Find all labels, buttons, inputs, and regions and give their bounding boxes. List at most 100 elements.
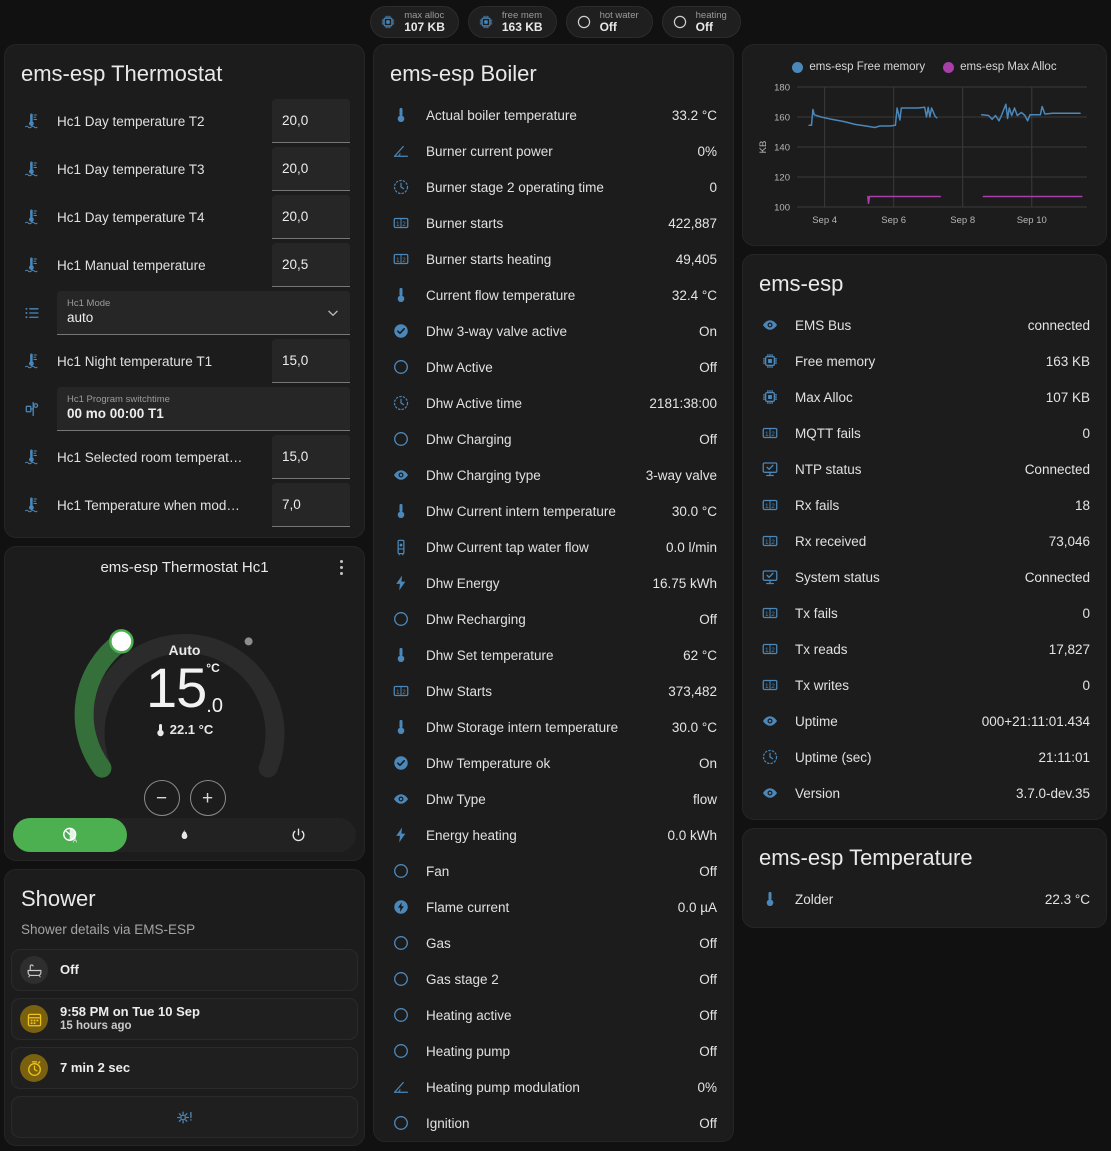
entity-row[interactable]: Dhw Active Off — [374, 349, 733, 385]
entity-row[interactable]: Version 3.7.0-dev.35 — [743, 775, 1106, 811]
entity-value[interactable]: flow — [692, 791, 717, 807]
entity-value[interactable]: 32.4 °C — [671, 287, 717, 303]
chevron-down-icon[interactable] — [326, 306, 340, 320]
chart-plot[interactable]: 100 120 140 160 180 Sep 4 Sep 6 Sep 8 Sep 10 KB — [753, 77, 1096, 239]
entity-value[interactable]: 0% — [697, 1079, 717, 1095]
entity-row[interactable]: Dhw Active time 2181:38:00 — [374, 385, 733, 421]
mode-select[interactable]: Hc1 Mode auto — [57, 291, 350, 335]
entity-row[interactable]: Burner stage 2 operating time 0 — [374, 169, 733, 205]
badge-hot-water[interactable]: hot water Off — [565, 6, 653, 38]
entity-value[interactable]: 30.0 °C — [671, 503, 717, 519]
entity-value[interactable]: 0 — [1082, 605, 1090, 621]
entity-row[interactable]: 1 2 Rx fails 18 — [743, 487, 1106, 523]
entity-row[interactable]: Dhw Energy 16.75 kWh — [374, 565, 733, 601]
badge-free-mem[interactable]: free mem 163 KB — [467, 6, 557, 38]
entity-row[interactable]: Dhw Charging Off — [374, 421, 733, 457]
entity-value[interactable]: 73,046 — [1048, 533, 1090, 549]
temperature-increase-button[interactable]: + — [189, 780, 226, 816]
entity-value[interactable]: 0 — [1082, 425, 1090, 441]
entity-row[interactable]: 1 2 Burner starts 422,887 — [374, 205, 733, 241]
number-input[interactable]: 20,5 — [272, 243, 350, 287]
entity-value[interactable]: 0 — [1082, 677, 1090, 693]
entity-value[interactable]: 3.7.0-dev.35 — [1015, 785, 1090, 801]
entity-value[interactable]: 107 KB — [1045, 389, 1090, 405]
entity-value[interactable]: On — [698, 323, 717, 339]
entity-value[interactable]: 21:11:01 — [1038, 749, 1090, 765]
entity-row[interactable]: 1 2 Burner starts heating 49,405 — [374, 241, 733, 277]
entity-value[interactable]: Off — [699, 863, 717, 879]
entity-value[interactable]: Off — [699, 1115, 717, 1131]
entity-row[interactable]: 1 2 Tx fails 0 — [743, 595, 1106, 631]
entity-row[interactable]: Heating active Off — [374, 997, 733, 1033]
entity-value[interactable]: Off — [699, 1043, 717, 1059]
entity-row[interactable]: Dhw Charging type 3-way valve — [374, 457, 733, 493]
entity-row[interactable]: 1 2 Tx writes 0 — [743, 667, 1106, 703]
entity-value[interactable]: 163 KB — [1045, 353, 1090, 369]
number-input[interactable]: 20,0 — [272, 195, 350, 239]
entity-row[interactable]: Ignition Off — [374, 1105, 733, 1141]
entity-row[interactable]: Actual boiler temperature 33.2 °C — [374, 97, 733, 133]
dial-gauge[interactable]: Auto 15 °C .0 22.1 °C — [5, 580, 364, 816]
entity-row[interactable]: 1 2 Dhw Starts 373,482 — [374, 673, 733, 709]
legend-item[interactable]: ems-esp Max Alloc — [943, 61, 1057, 73]
entity-row[interactable]: Dhw Set temperature 62 °C — [374, 637, 733, 673]
entity-row[interactable]: Heating pump modulation 0% — [374, 1069, 733, 1105]
entity-value[interactable]: 2181:38:00 — [649, 395, 717, 411]
badge-heating[interactable]: heating Off — [661, 6, 741, 38]
number-input[interactable]: 15,0 — [272, 435, 350, 479]
entity-row[interactable]: Uptime (sec) 21:11:01 — [743, 739, 1106, 775]
shower-footer-row[interactable] — [11, 1096, 358, 1138]
entity-value[interactable]: On — [698, 755, 717, 771]
entity-value[interactable]: 22.3 °C — [1044, 891, 1090, 907]
entity-row[interactable]: 1 2 Rx received 73,046 — [743, 523, 1106, 559]
entity-value[interactable]: Off — [699, 935, 717, 951]
entity-row[interactable]: 1 2 MQTT fails 0 — [743, 415, 1106, 451]
badge-max-alloc[interactable]: max alloc 107 KB — [370, 6, 459, 38]
entity-row[interactable]: Uptime 000+21:11:01.434 — [743, 703, 1106, 739]
entity-value[interactable]: connected — [1027, 317, 1090, 333]
entity-row[interactable]: Free memory 163 KB — [743, 343, 1106, 379]
number-input[interactable]: 20,0 — [272, 99, 350, 143]
switchtime-field[interactable]: Hc1 Program switchtime 00 mo 00:00 T1 — [57, 387, 350, 431]
entity-value[interactable]: 373,482 — [668, 683, 717, 699]
entity-row[interactable]: Gas Off — [374, 925, 733, 961]
entity-row[interactable]: Dhw 3-way valve active On — [374, 313, 733, 349]
mode-heat-button[interactable] — [127, 818, 241, 852]
entity-value[interactable]: 49,405 — [675, 251, 717, 267]
shower-row[interactable]: 9:58 PM on Tue 10 Sep 15 hours ago — [11, 998, 358, 1040]
entity-value[interactable]: Connected — [1024, 461, 1090, 477]
entity-value[interactable]: 62 °C — [683, 647, 717, 663]
entity-row[interactable]: Dhw Recharging Off — [374, 601, 733, 637]
entity-value[interactable]: 0 — [709, 179, 717, 195]
more-options-icon[interactable] — [332, 560, 350, 575]
entity-value[interactable]: Off — [699, 431, 717, 447]
entity-row[interactable]: Heating pump Off — [374, 1033, 733, 1069]
entity-row[interactable]: Fan Off — [374, 853, 733, 889]
entity-value[interactable]: Off — [699, 611, 717, 627]
mode-off-button[interactable] — [242, 818, 356, 852]
entity-row[interactable]: Current flow temperature 32.4 °C — [374, 277, 733, 313]
entity-value[interactable]: 0.0 l/min — [665, 539, 717, 555]
entity-value[interactable]: 0.0 kWh — [667, 827, 717, 843]
entity-row[interactable]: Dhw Storage intern temperature 30.0 °C — [374, 709, 733, 745]
entity-value[interactable]: 17,827 — [1048, 641, 1090, 657]
temperature-decrease-button[interactable]: − — [143, 780, 180, 816]
entity-row[interactable]: Dhw Current tap water flow 0.0 l/min — [374, 529, 733, 565]
number-input[interactable]: 20,0 — [272, 147, 350, 191]
shower-row[interactable]: Off — [11, 949, 358, 991]
entity-value[interactable]: 422,887 — [668, 215, 717, 231]
entity-row[interactable]: Flame current 0.0 µA — [374, 889, 733, 925]
legend-item[interactable]: ems-esp Free memory — [792, 61, 925, 73]
entity-value[interactable]: 30.0 °C — [671, 719, 717, 735]
number-input[interactable]: 7,0 — [272, 483, 350, 527]
shower-row[interactable]: 7 min 2 sec — [11, 1047, 358, 1089]
mode-auto-button[interactable]: A — [13, 818, 128, 852]
entity-value[interactable]: Off — [699, 359, 717, 375]
entity-value[interactable]: 000+21:11:01.434 — [981, 713, 1090, 729]
entity-value[interactable]: 0.0 µA — [677, 899, 717, 915]
entity-row[interactable]: Dhw Current intern temperature 30.0 °C — [374, 493, 733, 529]
entity-value[interactable]: 33.2 °C — [671, 107, 717, 123]
entity-row[interactable]: System status Connected — [743, 559, 1106, 595]
entity-row[interactable]: Burner current power 0% — [374, 133, 733, 169]
entity-row[interactable]: Dhw Temperature ok On — [374, 745, 733, 781]
